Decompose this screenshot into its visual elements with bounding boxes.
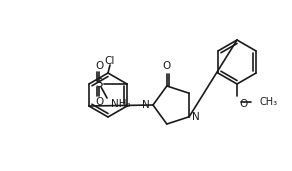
Text: O: O bbox=[95, 61, 103, 71]
Text: N: N bbox=[142, 100, 150, 110]
Text: Cl: Cl bbox=[105, 56, 115, 66]
Text: N: N bbox=[192, 112, 200, 122]
Text: NH₂: NH₂ bbox=[111, 99, 131, 109]
Text: O: O bbox=[163, 61, 171, 71]
Text: CH₃: CH₃ bbox=[259, 97, 277, 107]
Text: O: O bbox=[239, 99, 247, 109]
Text: O: O bbox=[95, 97, 103, 107]
Text: S: S bbox=[95, 77, 103, 90]
